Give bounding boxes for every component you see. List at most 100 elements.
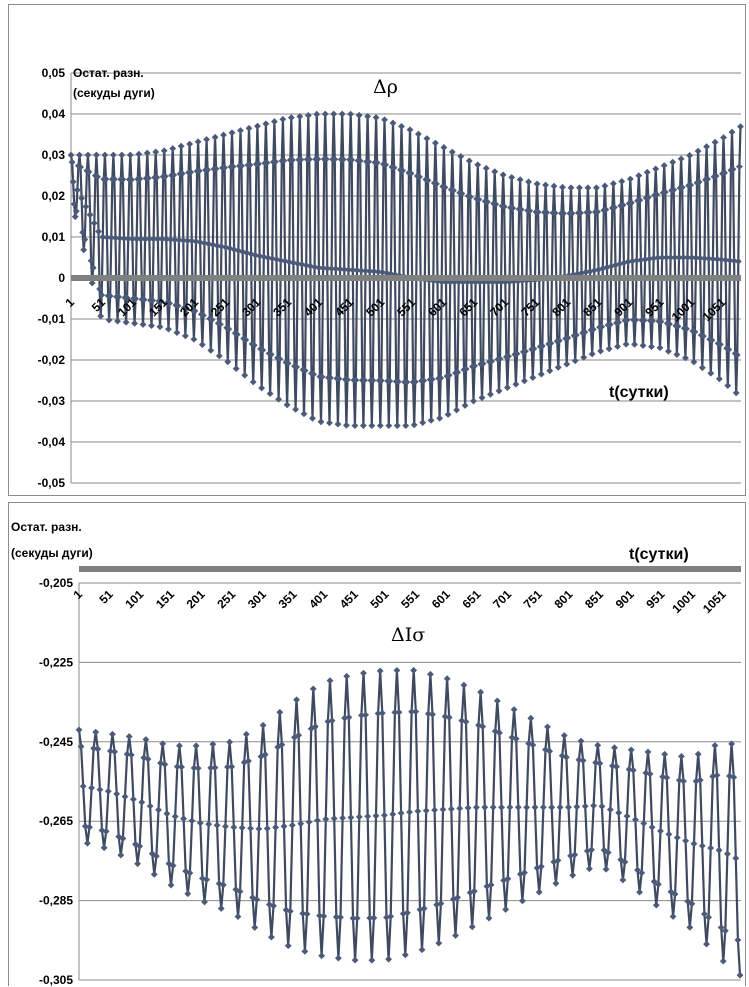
data-point [115,293,123,301]
data-point [606,806,614,813]
data-point [276,355,284,363]
data-point [320,912,328,920]
x-tick-label: 801 [551,587,575,611]
data-point [120,235,128,242]
data-point [734,936,742,944]
data-point [478,394,486,402]
data-point [457,153,465,160]
y-tick-label: -0,02 [38,353,66,367]
data-point [196,819,204,827]
data-point [84,151,92,159]
x-axis-label: t(сутки) [629,546,689,563]
data-point [445,371,453,379]
data-point [571,357,579,365]
data-point [127,751,135,759]
data-point [382,161,389,169]
data-point [395,708,403,716]
data-point [221,164,228,172]
data-point [644,193,652,201]
x-tick-label: 201 [177,295,201,319]
data-point [111,748,119,756]
data-point [673,834,681,841]
data-point [523,803,531,811]
data-point [121,793,129,801]
data-point [665,830,673,838]
data-point [148,322,155,330]
x-tick-label: 551 [398,587,422,611]
data-point [636,888,643,896]
x-axis-label: t(сутки) [609,384,669,401]
data-point [212,165,220,173]
data-point [300,410,308,418]
data-point [301,947,309,955]
x-tick-label: 851 [582,587,606,611]
data-point [720,134,727,141]
x-tick-label: 501 [368,587,392,611]
data-point [437,374,445,382]
data-point [473,803,480,811]
data-point [173,763,181,771]
chart-title: Δρ [373,76,398,98]
data-point [554,364,562,371]
data-point [724,382,732,389]
data-point [297,820,305,828]
data-point [715,846,723,854]
data-point [238,162,245,170]
data-point [470,397,477,405]
data-point [205,820,213,828]
data-point [639,342,647,349]
data-point [347,110,355,118]
data-point [76,151,83,159]
data-point [657,827,664,835]
data-point [366,914,374,922]
data-point [88,784,95,792]
data-point [258,384,266,392]
data-point [701,910,708,918]
y-axis-label-line2: (секуды дуги) [73,86,155,100]
data-point [228,763,236,771]
data-point [525,178,532,186]
x-tick-label: 601 [429,587,453,611]
y-tick-label: -0,305 [39,973,73,987]
data-point [161,172,169,180]
data-point [352,376,360,384]
data-point [699,332,707,340]
data-point [254,122,261,130]
data-point [445,714,453,721]
data-point [393,666,401,674]
data-point [431,806,438,814]
data-point [716,341,724,348]
data-point [418,946,426,954]
data-point [280,822,288,830]
data-point [670,186,678,194]
data-point [707,844,715,852]
data-point [736,163,743,170]
data-point [505,352,512,360]
data-point [432,139,439,147]
data-point [665,347,672,355]
data-point [372,114,380,121]
data-point [75,726,83,734]
data-point [537,370,545,378]
data-point [230,823,238,831]
data-point [326,677,334,684]
data-point [393,422,401,429]
y-tick-label: 0,05 [42,66,66,80]
data-point [255,825,263,833]
data-point [178,170,186,177]
data-point [166,299,173,307]
data-point [277,256,285,264]
data-point [519,897,526,905]
data-point [468,923,476,931]
data-point [198,341,206,349]
data-point [271,118,278,125]
data-point [629,766,637,774]
data-point [220,131,227,139]
data-point [309,414,316,422]
data-point [588,350,596,358]
data-point [334,420,342,428]
data-point [268,933,275,941]
y-tick-label: -0,205 [39,576,73,590]
data-point [303,910,311,918]
data-point [623,812,631,820]
